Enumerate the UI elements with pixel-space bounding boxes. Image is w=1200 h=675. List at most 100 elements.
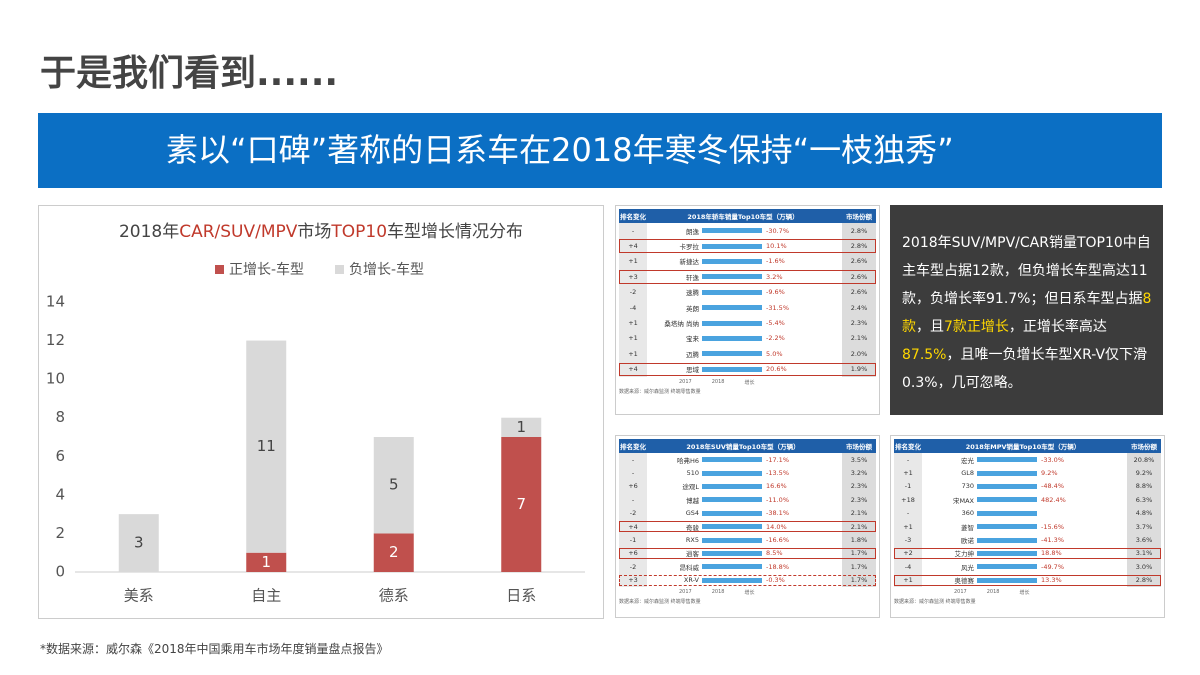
model: GS4	[685, 509, 699, 518]
share: 2.0%	[842, 346, 876, 362]
rank-change: -2	[619, 506, 647, 520]
data-label: 5	[389, 476, 399, 494]
bar-decor	[702, 305, 762, 311]
bar-decor	[702, 510, 762, 516]
legend-swatch	[215, 265, 224, 274]
share: 3.6%	[1127, 533, 1161, 547]
growth: -30.7%	[766, 226, 789, 235]
rank-change: -2	[619, 284, 647, 300]
share: 3.1%	[1127, 546, 1161, 561]
data-label: 1	[261, 553, 271, 571]
growth: -33.0%	[1041, 455, 1064, 464]
bar-decor	[977, 510, 1037, 516]
bar-decor	[977, 524, 1037, 530]
slide-title: 于是我们看到......	[40, 53, 339, 94]
header-cell: 市场份额	[842, 439, 876, 453]
model: 途观L	[682, 483, 699, 492]
rank-change: -1	[894, 479, 922, 494]
legend-item: 增长	[744, 589, 755, 596]
bar-segment	[373, 533, 414, 572]
rank-change: -	[894, 506, 922, 520]
rank-change: +4	[619, 519, 647, 534]
rank-change: -	[619, 466, 647, 480]
model: 思域	[686, 366, 699, 375]
rank-change: -	[619, 493, 647, 507]
share: 1.7%	[842, 573, 876, 587]
x-tick-label: 美系	[124, 587, 154, 605]
rank-change: +18	[894, 493, 922, 507]
legend-item: 2017	[679, 378, 692, 385]
share: 2.3%	[842, 315, 876, 331]
data-label: 7	[516, 495, 526, 513]
rank-change: +1	[894, 573, 922, 587]
table-header: 排名变化 2018年MPV销量Top10车型（万辆） 市场份额	[894, 439, 1161, 453]
legend-item: 增长	[744, 379, 755, 386]
model: 卡罗拉	[679, 243, 700, 252]
rank-change: +1	[619, 330, 647, 347]
legend-item: 2017	[679, 588, 692, 595]
growth: 13.3%	[1041, 576, 1062, 585]
rank-change: +1	[894, 466, 922, 480]
y-tick-label: 12	[46, 331, 65, 349]
share: 1.7%	[842, 546, 876, 561]
y-tick-label: 4	[55, 485, 65, 503]
model: 宝来	[686, 335, 699, 344]
legend-item: 2018	[711, 378, 725, 385]
highlight-box	[619, 547, 876, 560]
note-text: ，且唯一负增长车型XR-V仅下滑0.3%，几可忽略。	[902, 347, 1148, 391]
table-row: +2 艾力绅 18.8% 3.1%	[894, 546, 1161, 561]
model: 宏光	[961, 456, 974, 465]
highlight-box	[619, 270, 876, 284]
bar-decor	[977, 497, 1037, 503]
legend-item: 增长	[1019, 589, 1030, 596]
highlight-box	[894, 574, 1161, 586]
share: 8.8%	[1127, 479, 1161, 494]
bar-decor	[702, 470, 762, 476]
y-tick-label: 6	[55, 447, 65, 465]
table-source: 数据来源：威尔森监测 终端零售数量	[619, 388, 701, 395]
rank-change: -	[619, 223, 647, 239]
growth: 10.1%	[766, 242, 787, 251]
bar-segment	[501, 437, 542, 572]
table-row: -2 速腾 -9.6% 2.6%	[619, 284, 876, 300]
rank-change: -2	[619, 560, 647, 574]
table-row: +4 卡罗拉 10.1% 2.8%	[619, 238, 876, 254]
growth: 3.2%	[766, 272, 783, 281]
rank-change: +1	[619, 346, 647, 362]
growth: -18.8%	[766, 562, 789, 571]
table-row: -2 GS4 -38.1% 2.1%	[619, 506, 876, 520]
table-legend: 2017 2018 增长	[619, 589, 876, 596]
share: 2.4%	[842, 299, 876, 316]
table-row: -2 昂科威 -18.8% 1.7%	[619, 560, 876, 574]
model: 昂科威	[679, 563, 700, 572]
table-row: +4 奇骏 14.0% 2.1%	[619, 519, 876, 534]
note-text: 87.5%	[902, 347, 947, 363]
y-tick-label: 14	[46, 293, 65, 311]
rank-change: -3	[894, 533, 922, 547]
growth: -2.2%	[766, 334, 785, 343]
table-row: +6 途观L 16.6% 2.3%	[619, 479, 876, 494]
rank-change: -4	[894, 560, 922, 574]
bar-segment	[118, 514, 159, 572]
rank-change: -	[894, 453, 922, 467]
share: 3.5%	[842, 453, 876, 467]
model: 风光	[961, 563, 974, 572]
table-source: 数据来源：威尔森监测 终端零售数量	[619, 598, 701, 605]
share: 20.8%	[1127, 453, 1161, 467]
model: 博越	[686, 496, 699, 505]
share: 2.1%	[842, 506, 876, 520]
y-tick-label: 10	[46, 370, 65, 388]
table-row: +1 GL8 9.2% 9.2%	[894, 466, 1161, 480]
table-row: -1 730 -48.4% 8.8%	[894, 479, 1161, 494]
rank-change: +3	[619, 573, 647, 587]
share: 6.3%	[1127, 493, 1161, 507]
model: 宋MAX	[952, 496, 974, 505]
share: 1.7%	[842, 560, 876, 574]
note: 2018年SUV/MPV/CAR销量TOP10中自主车型占据12款，但负增长车型…	[890, 205, 1163, 415]
share: 2.6%	[842, 269, 876, 285]
share: 1.8%	[842, 533, 876, 547]
bar-decor	[977, 537, 1037, 543]
note-text: 7款正增长	[944, 319, 1009, 335]
title-part: CAR/SUV/MPV	[179, 222, 298, 242]
table-row: -4 风光 -49.7% 3.0%	[894, 560, 1161, 574]
